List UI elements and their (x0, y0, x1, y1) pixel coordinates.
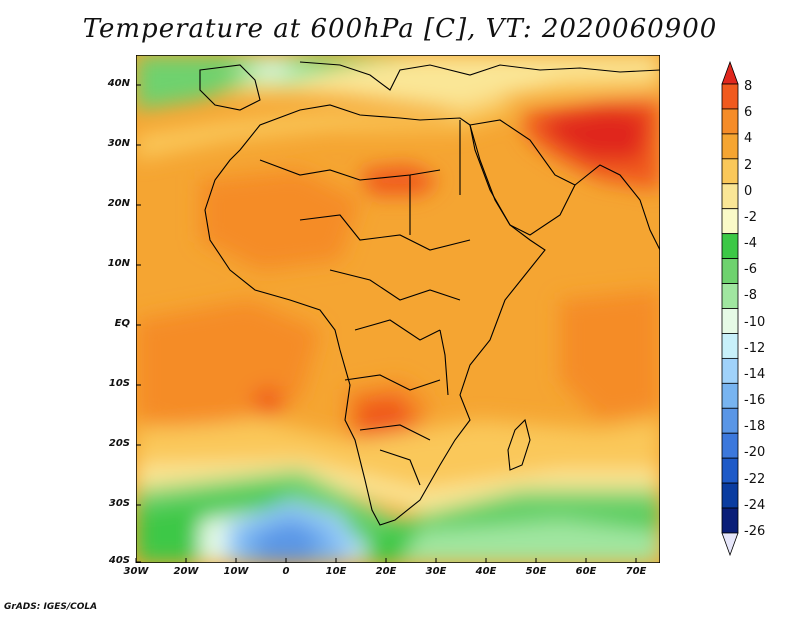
colorbar-label: -24 (744, 497, 766, 513)
lon-label: 50E (525, 566, 547, 577)
lon-label: 60E (575, 566, 597, 577)
credit-text: GrADS: IGES/COLA (4, 602, 98, 612)
lat-label: 40S (108, 555, 130, 566)
lat-label: 20N (107, 198, 130, 209)
lat-label: 10S (108, 378, 130, 389)
colorbar-swatch (721, 407, 739, 434)
colorbar-swatch (721, 158, 739, 185)
colorbar-label: -14 (744, 366, 766, 382)
colorbar-label: -18 (744, 419, 766, 435)
colorbar-label: -10 (744, 314, 766, 330)
colorbar-swatch (721, 308, 739, 334)
colorbar-bottom-arrow (721, 532, 739, 557)
colorbar-swatch (721, 183, 739, 210)
colorbar-swatch (721, 233, 739, 260)
colorbar-label: -2 (744, 209, 757, 225)
colorbar-swatch (721, 382, 739, 409)
colorbar-label: 8 (744, 79, 753, 94)
colorbar-label: -4 (744, 236, 757, 252)
colorbar-swatch (721, 432, 739, 459)
colorbar-swatch (721, 208, 739, 235)
temperature-field (136, 55, 660, 563)
colorbar-label: -22 (744, 471, 766, 487)
colorbar-label: -20 (744, 445, 766, 461)
colorbar-swatch (721, 83, 739, 110)
lat-label: 30N (107, 138, 130, 149)
lon-label: 20W (173, 566, 199, 577)
colorbar-swatch (721, 283, 739, 309)
axis-ticks (135, 84, 637, 563)
lat-label: 30S (108, 498, 130, 509)
colorbar-label: 2 (744, 157, 753, 173)
colorbar-swatch (721, 108, 739, 135)
lon-label: 10E (325, 566, 347, 577)
colorbar-label: 6 (744, 105, 753, 121)
lat-label: EQ (114, 318, 130, 329)
colorbar-swatch (721, 482, 739, 509)
colorbar-swatch (721, 333, 739, 359)
lon-label: 20E (375, 566, 397, 577)
coastlines (199, 61, 660, 526)
colorbar-label: -12 (744, 340, 766, 356)
lat-label: 20S (108, 438, 130, 449)
colorbar-swatch (721, 457, 739, 484)
lon-label: 30E (425, 566, 447, 577)
colorbar-label: -8 (744, 288, 757, 304)
lat-label: 40N (107, 78, 130, 89)
colorbar-label: -26 (744, 524, 766, 539)
lon-label: 0 (282, 566, 290, 577)
lat-label: 10N (107, 258, 130, 269)
lon-label: 30W (123, 566, 149, 577)
colorbar-swatch (721, 357, 739, 384)
colorbar-swatch (721, 258, 739, 284)
colorbar-swatch (721, 507, 739, 534)
lon-label: 70E (625, 566, 647, 577)
colorbar (721, 60, 739, 557)
colorbar-swatch (721, 133, 739, 160)
colorbar-top-arrow (721, 60, 739, 85)
lon-label: 10W (223, 566, 249, 577)
colorbar-label: -16 (744, 393, 766, 409)
colorbar-label: -6 (744, 262, 757, 278)
map-title: Temperature at 600hPa [C], VT: 202006090… (82, 14, 718, 44)
colorbar-label: 0 (744, 183, 753, 199)
colorbar-label: 4 (744, 131, 753, 147)
lon-label: 40E (475, 566, 497, 577)
